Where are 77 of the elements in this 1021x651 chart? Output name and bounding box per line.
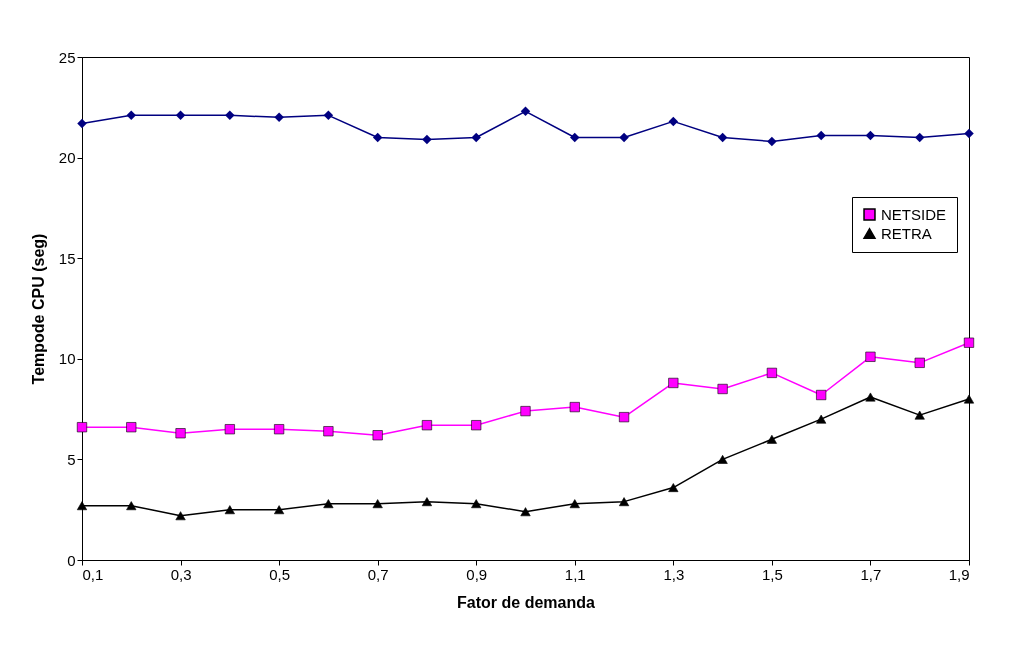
point	[619, 412, 630, 423]
point	[816, 389, 827, 401]
point	[126, 110, 137, 121]
point	[372, 132, 383, 143]
point	[225, 110, 235, 121]
point	[963, 394, 975, 404]
point	[619, 132, 629, 143]
x-tick-label: 0,9	[466, 565, 488, 583]
point	[471, 499, 482, 509]
y-tick-label: 0	[67, 551, 76, 569]
y-tick-label: 25	[58, 48, 76, 66]
point	[471, 420, 482, 431]
point	[76, 501, 88, 511]
point	[175, 110, 186, 121]
point	[865, 351, 876, 362]
point	[126, 501, 137, 511]
y-axis-title: Tempode CPU (seg)	[29, 233, 47, 385]
point	[619, 497, 630, 507]
point	[766, 434, 777, 444]
point	[914, 357, 925, 368]
point	[963, 337, 975, 348]
x-tick-label: 0,3	[170, 565, 192, 583]
point	[224, 424, 235, 435]
point	[717, 383, 728, 395]
point	[569, 499, 580, 509]
point	[914, 132, 925, 143]
point	[668, 483, 679, 492]
point	[668, 377, 679, 388]
point	[323, 426, 334, 437]
point	[865, 392, 876, 402]
point	[421, 420, 432, 431]
point	[372, 499, 383, 509]
point	[323, 499, 334, 509]
y-tick-label: 5	[67, 450, 76, 468]
x-tick-label: 1,5	[761, 565, 783, 583]
point	[717, 454, 728, 464]
y-tick-label: 20	[58, 149, 76, 167]
point	[77, 118, 87, 129]
point	[668, 116, 679, 127]
point	[816, 130, 826, 141]
point	[421, 497, 432, 507]
x-tick-label: 0,1	[82, 565, 104, 583]
point	[816, 414, 827, 424]
point	[767, 136, 777, 147]
legend-label: RETRA	[881, 224, 932, 242]
point	[175, 511, 186, 521]
point	[964, 128, 974, 139]
point	[569, 402, 580, 413]
point	[372, 430, 383, 441]
point	[126, 422, 137, 433]
point	[471, 132, 481, 143]
point	[570, 132, 580, 143]
point	[323, 110, 334, 121]
x-tick-label: 1,1	[564, 565, 586, 583]
x-tick-label: 1,3	[663, 565, 685, 583]
point	[717, 132, 728, 143]
point	[274, 112, 284, 123]
point	[865, 130, 876, 141]
point	[175, 428, 186, 439]
point	[224, 505, 235, 515]
x-axis-title: Fator de demanda	[457, 593, 595, 611]
point	[520, 106, 531, 117]
y-tick-label: 10	[58, 350, 76, 368]
x-tick-label: 1,9	[948, 565, 970, 583]
point	[76, 422, 88, 433]
legend-label: NETSIDE	[881, 205, 947, 223]
point	[274, 424, 285, 435]
point	[520, 406, 531, 417]
point	[274, 505, 285, 515]
point	[422, 134, 432, 145]
point	[914, 410, 925, 420]
point	[766, 367, 777, 378]
x-tick-label: 0,7	[367, 565, 389, 583]
x-tick-label: 0,5	[269, 565, 291, 583]
y-tick-label: 15	[58, 249, 76, 267]
point	[520, 507, 531, 517]
x-tick-label: 1,7	[860, 565, 882, 583]
